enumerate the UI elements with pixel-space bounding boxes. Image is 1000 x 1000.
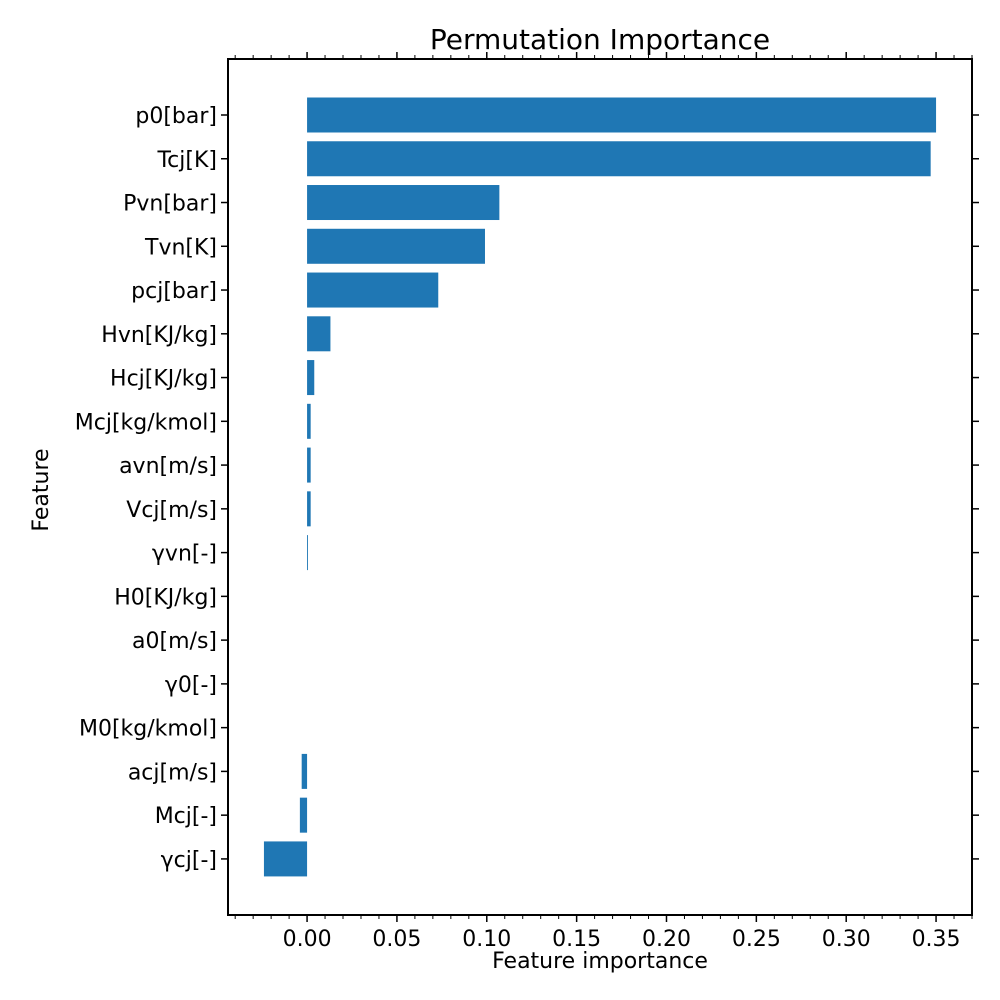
y-tick-label: Tvn[K]	[144, 235, 217, 260]
bar	[307, 185, 500, 221]
y-tick-label: Mcj[kg/kmol]	[75, 410, 217, 435]
y-tick-label: p0[bar]	[135, 104, 217, 129]
x-tick-label: 0.10	[462, 927, 511, 952]
y-tick-label: pcj[bar]	[131, 279, 217, 304]
y-tick-label: Mcj[-]	[155, 804, 217, 829]
y-tick-label: Hcj[KJ/kg]	[110, 367, 217, 392]
bar	[307, 97, 937, 133]
bar	[307, 360, 315, 396]
plot-area-frame	[227, 58, 973, 916]
bar	[307, 403, 311, 439]
x-tick-label: 0.25	[732, 927, 781, 952]
bars-layer	[263, 97, 937, 877]
x-tick-label: 0.15	[552, 927, 601, 952]
y-axis-label: Feature	[29, 448, 54, 531]
bar	[301, 753, 308, 789]
ticks-layer: p0[bar] Tcj[K] Pvn[bar] Tvn[K] pcj[bar] Hvn[K…	[75, 52, 979, 952]
y-tick-label: γcj[-]	[161, 848, 217, 873]
bar	[307, 535, 308, 571]
y-tick-label: Pvn[bar]	[123, 192, 217, 217]
y-tick-label: Hvn[KJ/kg]	[101, 323, 217, 348]
x-tick-label: 0.05	[372, 927, 421, 952]
bar	[263, 841, 308, 877]
y-tick-label: γ0[-]	[165, 673, 217, 698]
bar	[307, 228, 485, 264]
y-tick-label: γvn[-]	[152, 542, 217, 567]
y-tick-label: avn[m/s]	[119, 454, 217, 479]
bar	[307, 141, 931, 177]
y-tick-label: a0[m/s]	[132, 629, 217, 654]
y-tick-label: Tcj[K]	[156, 148, 217, 173]
x-tick-label: 0.30	[822, 927, 871, 952]
bar	[307, 316, 331, 352]
y-tick-label: H0[KJ/kg]	[114, 585, 217, 610]
bar	[307, 491, 311, 527]
x-tick-label: 0.00	[283, 927, 332, 952]
x-tick-label: 0.20	[642, 927, 691, 952]
bar	[307, 272, 439, 308]
bar	[307, 447, 311, 483]
y-tick-label: M0[kg/kmol]	[79, 717, 217, 742]
y-tick-label: Vcj[m/s]	[126, 498, 217, 523]
x-tick-label: 0.35	[912, 927, 961, 952]
x-axis-label: Feature importance	[492, 949, 708, 974]
bar	[299, 797, 308, 833]
chart-title: Permutation Importance	[430, 23, 770, 56]
y-tick-label: acj[m/s]	[128, 760, 217, 785]
